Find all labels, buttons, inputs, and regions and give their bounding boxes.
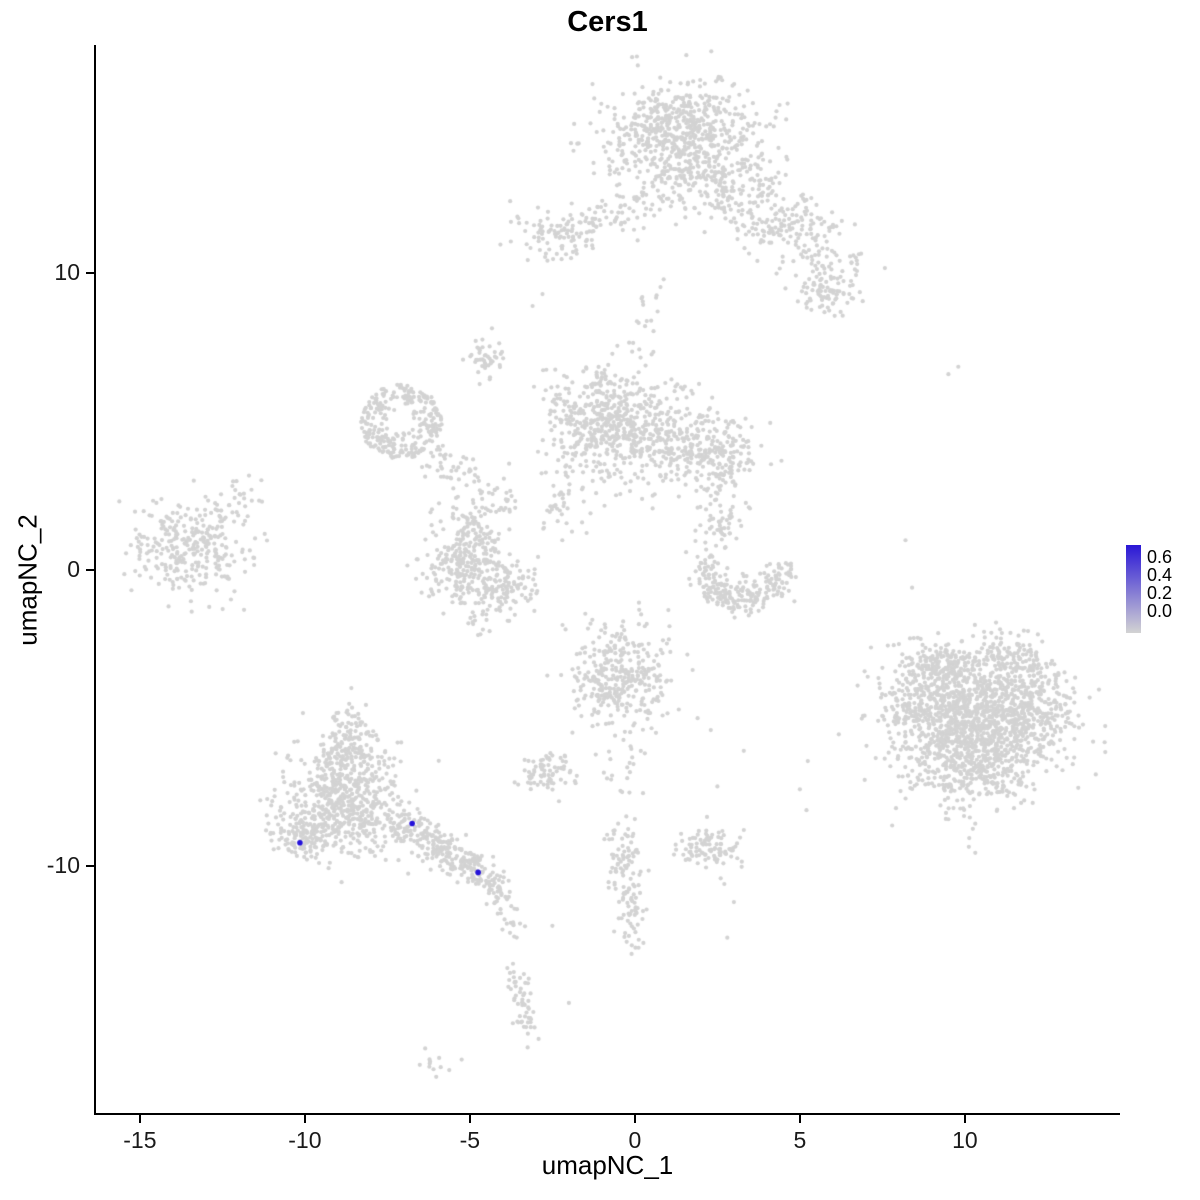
y-tick-mark bbox=[86, 272, 94, 275]
legend-tick-label: 0.2 bbox=[1147, 583, 1173, 603]
y-tick-label: -10 bbox=[46, 852, 80, 879]
x-tick-mark bbox=[138, 1115, 141, 1123]
x-tick-mark bbox=[633, 1115, 636, 1123]
x-tick-mark bbox=[798, 1115, 801, 1123]
x-tick-label: -5 bbox=[459, 1127, 481, 1153]
x-tick-label: 5 bbox=[793, 1127, 807, 1153]
y-tick-mark bbox=[86, 568, 94, 571]
y-tick-mark bbox=[86, 865, 94, 868]
plot-title: Cers1 bbox=[567, 6, 648, 38]
x-tick-mark bbox=[468, 1115, 471, 1123]
legend-tick-label: 0.6 bbox=[1147, 547, 1173, 567]
x-tick-label: -15 bbox=[123, 1127, 157, 1153]
x-tick-label: -10 bbox=[288, 1127, 322, 1153]
y-tick-label: 0 bbox=[67, 555, 80, 582]
x-tick-label: 10 bbox=[952, 1127, 978, 1153]
legend-tick-label: 0.4 bbox=[1147, 565, 1173, 585]
legend-tick-label: 0.0 bbox=[1147, 601, 1173, 621]
x-tick-mark bbox=[963, 1115, 966, 1123]
y-tick-label: 10 bbox=[54, 259, 80, 286]
legend-gradient-bar bbox=[1126, 545, 1141, 633]
x-tick-label: 0 bbox=[628, 1127, 642, 1153]
x-tick-mark bbox=[303, 1115, 306, 1123]
x-axis-title: umapNC_1 bbox=[541, 1150, 674, 1180]
